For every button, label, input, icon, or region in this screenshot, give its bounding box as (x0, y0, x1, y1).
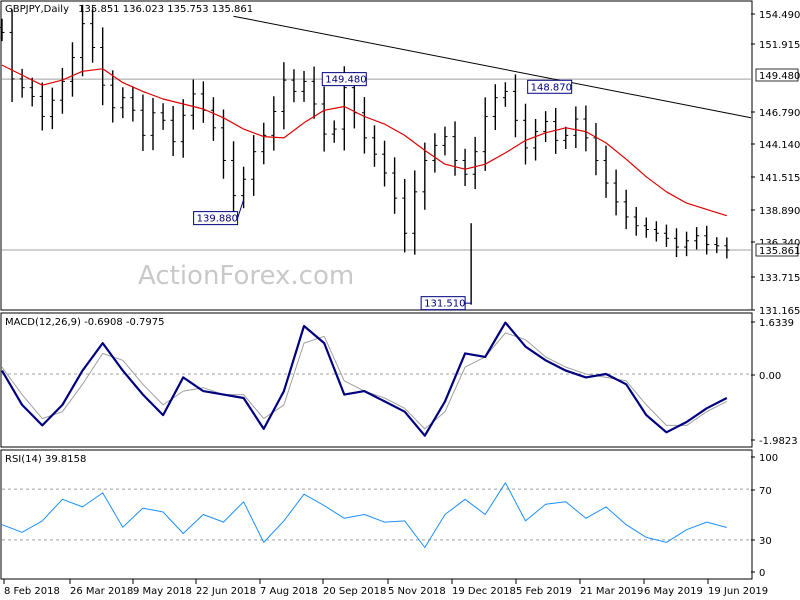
annotation-box (193, 211, 239, 226)
y-tick-label: 0.00 (759, 371, 781, 382)
x-tick-label: 19 Jun 2019 (708, 586, 768, 597)
annotation-leader (237, 199, 245, 219)
macd-pane-frame (0, 312, 753, 448)
annotation-label: 149.480 (325, 75, 366, 86)
macd-line (1, 321, 728, 437)
watermark: ActionForex.com (138, 261, 354, 291)
y-tick-label: 135.861 (759, 246, 800, 257)
price-pane-frame (0, 0, 753, 311)
rsi-line (1, 482, 727, 548)
axis-value-tag (755, 68, 799, 82)
annotation-box (420, 296, 466, 311)
y-tick-label: 133.715 (759, 273, 800, 284)
symbol-timeframe: GBPJPY,Daily (5, 4, 69, 15)
y-tick-label: -1.9823 (759, 436, 798, 447)
x-tick-label: 7 Aug 2018 (260, 586, 318, 597)
x-tick-label: 5 Nov 2018 (388, 586, 446, 597)
annotation-label: 148.870 (531, 82, 572, 93)
y-tick-label: 136.340 (759, 238, 800, 249)
annotation-box (527, 79, 573, 94)
ohlc-values: 135.851 136.023 135.753 135.861 (78, 4, 253, 15)
macd-title: MACD(12,26,9) -0.6908 -0.7975 (5, 317, 165, 328)
y-tick-label: 70 (759, 486, 772, 497)
x-tick-label: 19 Dec 2018 (452, 586, 516, 597)
y-tick-label: 141.515 (759, 173, 800, 184)
x-tick-label: 20 Sep 2018 (323, 586, 386, 597)
moving-average-line (1, 64, 727, 217)
y-tick-label: 131.165 (759, 306, 800, 317)
y-tick-label: 1.6339 (759, 318, 794, 329)
annotation-label: 139.880 (197, 214, 238, 225)
y-tick-label: 149.480 (759, 71, 800, 82)
price-title: GBPJPY,Daily 135.851 136.023 135.753 135… (5, 4, 253, 15)
y-tick-label: 146.790 (759, 108, 800, 119)
y-tick-label: 151.915 (759, 40, 800, 51)
axis-value-tag (755, 243, 799, 257)
annotation-box (321, 72, 367, 87)
chart-marks: 149.480 139.880 131.510 148.870 154.490 151.9… (0, 4, 800, 597)
x-tick-label: 8 Feb 2018 (4, 586, 60, 597)
y-tick-label: 100 (759, 453, 778, 464)
x-tick-label: 9 May 2018 (133, 586, 192, 597)
trendline (233, 15, 752, 119)
rsi-title: RSI(14) 39.8158 (5, 454, 86, 465)
x-tick-label: 21 Mar 2019 (580, 586, 643, 597)
annotation-label: 131.510 (424, 299, 465, 310)
x-tick-label: 26 Mar 2018 (70, 586, 133, 597)
y-tick-label: 138.890 (759, 206, 800, 217)
y-tick-label: 30 (759, 536, 772, 547)
x-tick-label: 6 May 2019 (644, 586, 703, 597)
x-tick-label: 5 Feb 2019 (516, 586, 572, 597)
rsi-pane-frame (0, 449, 753, 580)
y-tick-label: 154.490 (759, 10, 800, 21)
y-tick-label: 144.140 (759, 140, 800, 151)
y-tick-label: 0 (759, 568, 765, 579)
x-tick-label: 22 Jun 2018 (196, 586, 256, 597)
